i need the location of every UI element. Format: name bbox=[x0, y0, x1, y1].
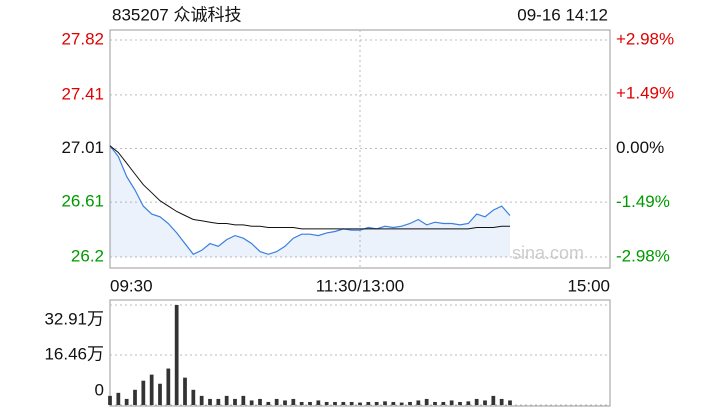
volume-bar bbox=[216, 398, 221, 405]
y2-tick-label: +2.98% bbox=[616, 29, 674, 48]
watermark: sina.com bbox=[512, 243, 584, 263]
volume-bar bbox=[141, 380, 146, 405]
volume-bar bbox=[316, 400, 321, 405]
x-tick-label: 09:30 bbox=[110, 276, 153, 295]
timestamp: 09-16 14:12 bbox=[517, 5, 608, 24]
volume-bar bbox=[183, 377, 187, 405]
volume-bar bbox=[499, 398, 504, 405]
volume-bar bbox=[483, 400, 487, 405]
volume-bar bbox=[274, 398, 279, 405]
volume-bar bbox=[124, 398, 129, 405]
volume-bar bbox=[133, 389, 137, 405]
volume-bar bbox=[399, 402, 404, 405]
y-tick-label: 26.61 bbox=[61, 192, 104, 211]
y-tick-label: 32.91万 bbox=[44, 309, 104, 328]
volume-bar bbox=[283, 400, 287, 405]
y-tick-label: 26.2 bbox=[71, 246, 104, 265]
volume-bar bbox=[449, 400, 454, 405]
volume-bar bbox=[266, 401, 271, 405]
volume-bar bbox=[166, 368, 171, 405]
y-tick-label: 0 bbox=[95, 380, 104, 399]
x-tick-label: 11:30/13:00 bbox=[316, 276, 405, 295]
volume-bar bbox=[333, 401, 337, 405]
average-line bbox=[109, 145, 510, 230]
volume-bar bbox=[308, 401, 312, 405]
volume-bar bbox=[424, 398, 429, 405]
y2-tick-label: 0.00% bbox=[616, 138, 664, 157]
volume-bar bbox=[416, 400, 421, 405]
volume-bar bbox=[508, 400, 512, 405]
y-tick-label: 27.82 bbox=[61, 29, 104, 48]
volume-bar bbox=[249, 400, 254, 405]
price-area bbox=[110, 145, 510, 257]
volume-bar bbox=[441, 401, 446, 405]
volume-bar bbox=[149, 374, 154, 405]
y-tick-label: 16.46万 bbox=[44, 344, 104, 363]
y2-tick-label: -2.98% bbox=[616, 246, 670, 265]
volume-bar bbox=[349, 401, 354, 405]
volume-bar bbox=[108, 395, 112, 405]
volume-bar bbox=[116, 392, 121, 405]
volume-bar bbox=[358, 402, 362, 405]
y2-tick-label: +1.49% bbox=[616, 84, 674, 103]
volume-bar bbox=[391, 401, 396, 405]
volume-bar bbox=[474, 398, 479, 405]
volume-bar bbox=[158, 383, 162, 405]
volume-bar bbox=[299, 401, 304, 405]
volume-bar bbox=[291, 398, 296, 405]
volume-bar bbox=[241, 395, 246, 405]
volume-bar bbox=[258, 398, 262, 405]
y-tick-label: 27.41 bbox=[61, 84, 104, 103]
volume-bar bbox=[408, 401, 412, 405]
x-tick-label: 15:00 bbox=[567, 276, 610, 295]
volume-bar bbox=[208, 398, 212, 405]
volume-bar bbox=[174, 305, 179, 405]
volume-bar bbox=[491, 395, 496, 405]
price-line bbox=[109, 145, 511, 256]
volume-bar bbox=[458, 401, 462, 405]
volume-bar bbox=[374, 401, 379, 405]
y2-tick-label: -1.49% bbox=[616, 192, 670, 211]
volume-bar bbox=[366, 401, 371, 405]
volume-bar bbox=[433, 401, 437, 405]
volume-bar bbox=[191, 389, 196, 405]
volume-bar bbox=[224, 395, 229, 405]
volume-bar bbox=[383, 401, 387, 405]
volume-bar bbox=[466, 401, 471, 405]
stock-title: 835207 众诚科技 bbox=[112, 5, 241, 24]
volume-bar bbox=[341, 401, 346, 405]
volume-bar bbox=[199, 395, 204, 405]
y-tick-label: 27.01 bbox=[61, 138, 104, 157]
volume-bar bbox=[233, 398, 237, 405]
volume-bar bbox=[324, 401, 329, 405]
volume-frame bbox=[109, 299, 611, 407]
